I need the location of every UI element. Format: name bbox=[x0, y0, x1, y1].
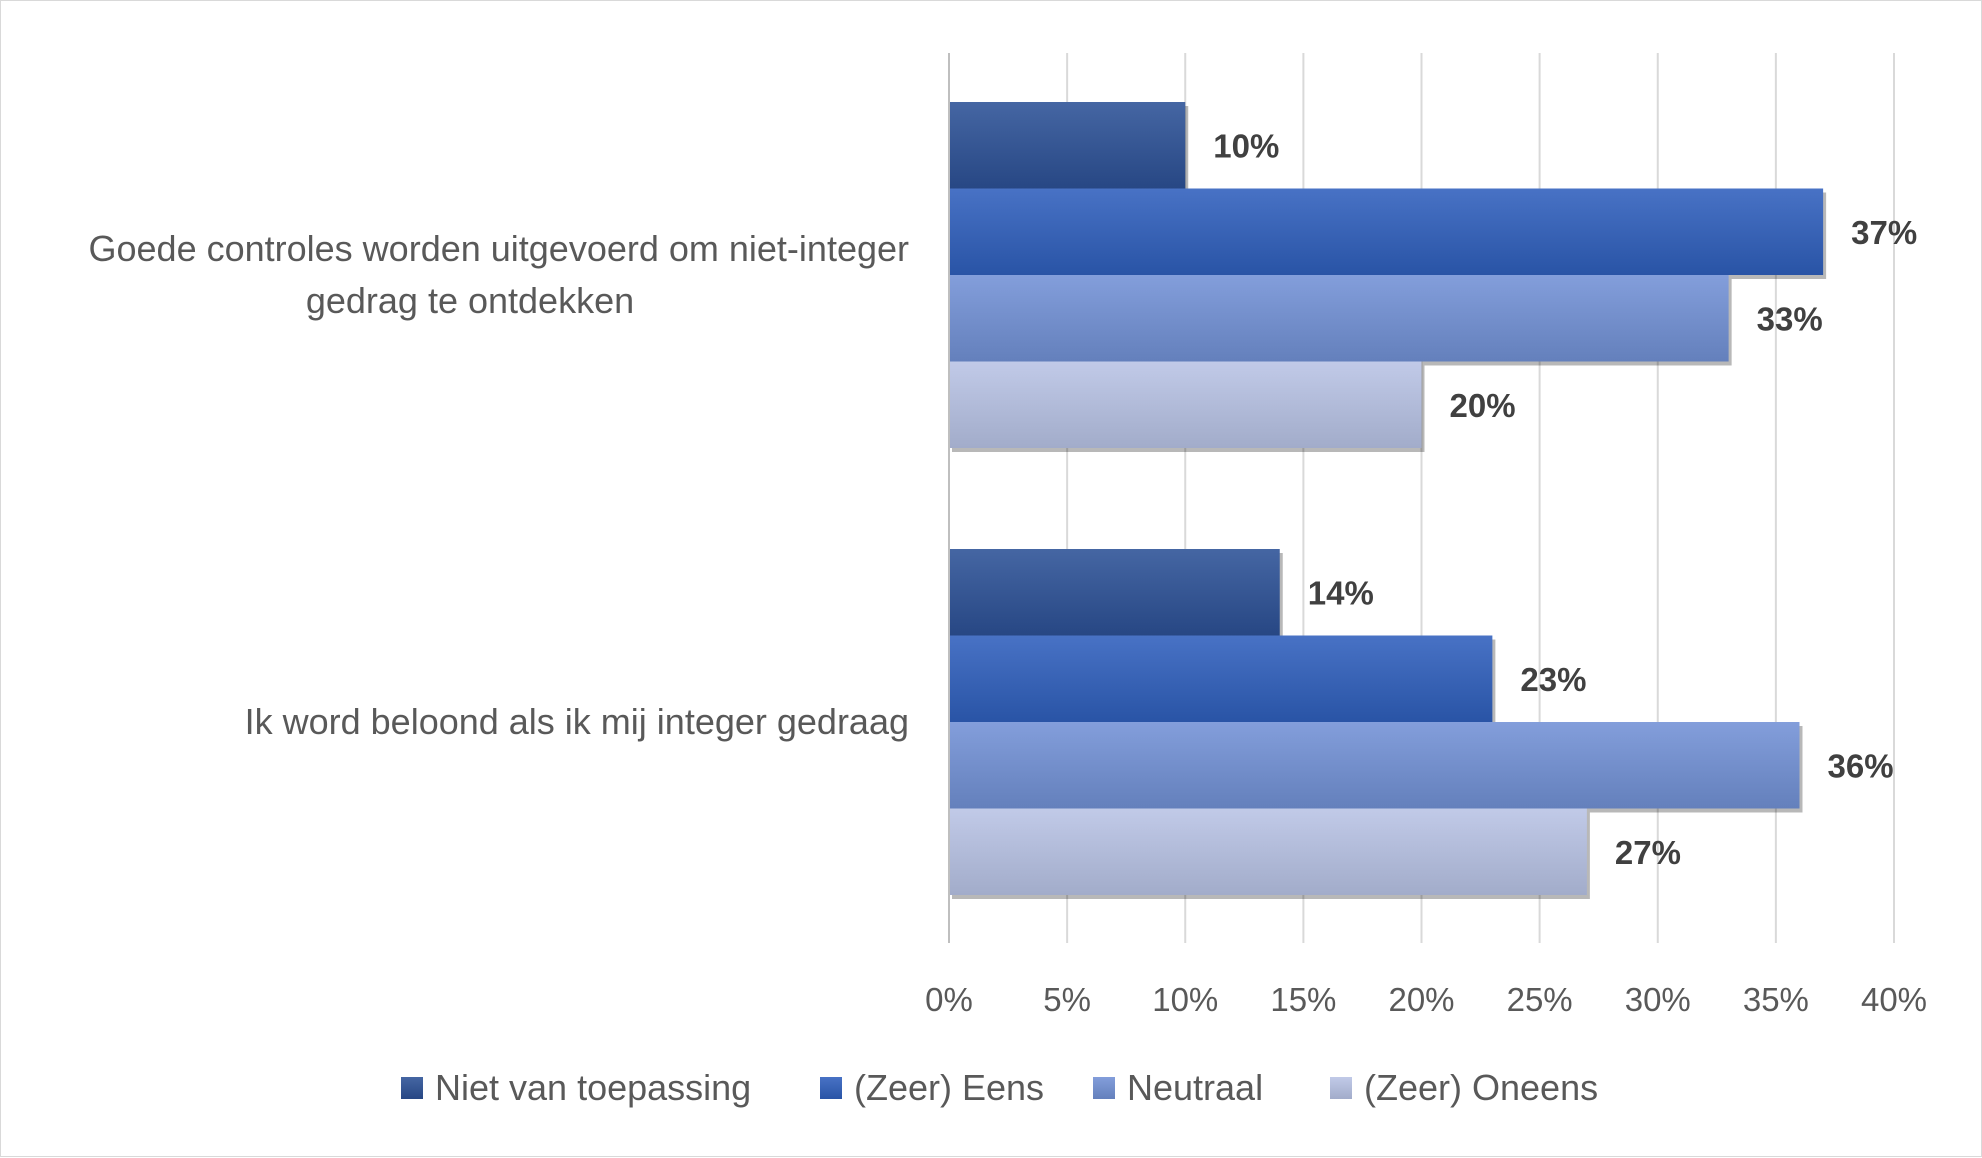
legend-swatch bbox=[820, 1077, 842, 1099]
legend-label: Neutraal bbox=[1127, 1067, 1263, 1108]
legend-swatch bbox=[1093, 1077, 1115, 1099]
legend-label: (Zeer) Oneens bbox=[1364, 1067, 1598, 1108]
bar bbox=[949, 102, 1186, 189]
data-labels: 10% 37% 33% 20% 14% 23% 36% 27% bbox=[1213, 127, 1917, 871]
legend-swatch bbox=[1330, 1077, 1352, 1099]
x-tick-label: 40% bbox=[1861, 981, 1927, 1018]
category-label: Goede controles worden uitgevoerd om nie… bbox=[89, 228, 909, 269]
bar bbox=[949, 808, 1587, 895]
bar bbox=[949, 722, 1800, 809]
x-tick-label: 0% bbox=[925, 981, 973, 1018]
data-label: 27% bbox=[1615, 834, 1681, 871]
category-label: Ik word beloond als ik mij integer gedra… bbox=[245, 701, 909, 742]
axis: 0% 5% 10% 15% 20% 25% 30% 35% 40% bbox=[925, 53, 1927, 1018]
x-tick-label: 10% bbox=[1152, 981, 1218, 1018]
bars bbox=[949, 102, 1827, 899]
x-tick-label: 25% bbox=[1507, 981, 1573, 1018]
legend-swatch bbox=[401, 1077, 423, 1099]
legend-label: (Zeer) Eens bbox=[854, 1067, 1044, 1108]
legend-label: Niet van toepassing bbox=[435, 1067, 751, 1108]
bar bbox=[949, 361, 1422, 448]
x-tick-label: 35% bbox=[1743, 981, 1809, 1018]
data-label: 14% bbox=[1308, 574, 1374, 611]
data-label: 20% bbox=[1450, 387, 1516, 424]
data-label: 10% bbox=[1213, 127, 1279, 164]
data-label: 36% bbox=[1828, 747, 1894, 784]
category-labels: Goede controles worden uitgevoerd om nie… bbox=[89, 228, 909, 742]
bar bbox=[949, 188, 1824, 275]
x-tick-label: 20% bbox=[1388, 981, 1454, 1018]
data-label: 33% bbox=[1757, 300, 1823, 337]
x-tick-label: 5% bbox=[1043, 981, 1091, 1018]
category-label: gedrag te ontdekken bbox=[306, 280, 634, 321]
data-label: 23% bbox=[1520, 661, 1586, 698]
data-label: 37% bbox=[1851, 214, 1917, 251]
x-tick-label: 30% bbox=[1625, 981, 1691, 1018]
x-tick-label: 15% bbox=[1270, 981, 1336, 1018]
bar bbox=[949, 635, 1493, 722]
bar bbox=[949, 549, 1280, 636]
legend: Niet van toepassing (Zeer) Eens Neutraal (Z… bbox=[401, 1067, 1598, 1108]
bar bbox=[949, 275, 1729, 362]
